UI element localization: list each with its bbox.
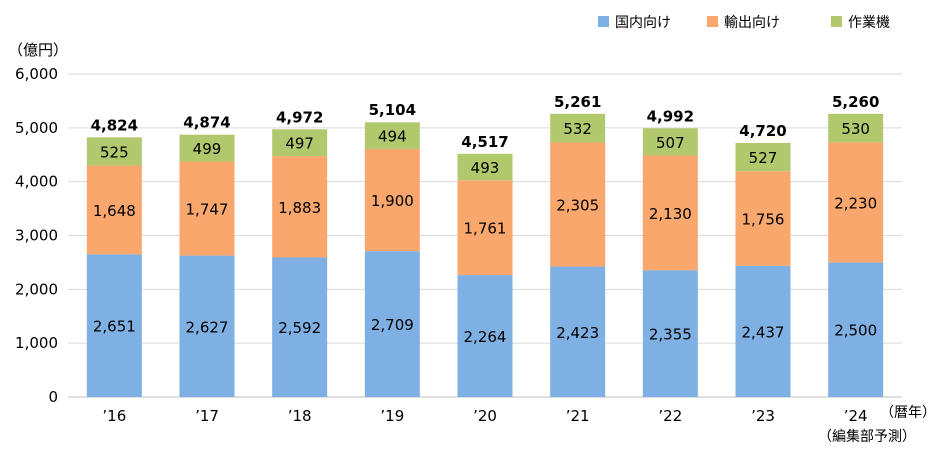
segment-value-label: 493 xyxy=(471,159,500,177)
y-tick-label: 5,000 xyxy=(15,119,58,137)
segment-value-label: 1,756 xyxy=(742,211,785,229)
legend-swatch xyxy=(707,16,718,27)
y-tick-label: 1,000 xyxy=(15,334,58,352)
bar-segment xyxy=(457,180,513,276)
bar-segment xyxy=(272,156,328,258)
segment-value-label: 2,592 xyxy=(278,319,321,337)
bar-segment xyxy=(179,255,235,397)
bar-segment xyxy=(642,128,698,156)
bar-segment xyxy=(364,122,420,149)
x-axis-label: （暦年） xyxy=(880,405,936,421)
bar-segment xyxy=(550,113,606,143)
bar-segment xyxy=(457,153,513,181)
y-tick-label: 2,000 xyxy=(15,280,58,298)
total-data-labels: 4,824 4,874 4,972 5,104 4,517 5,261 4,992 4,720… xyxy=(91,93,880,151)
y-tick-label: 4,000 xyxy=(15,173,58,191)
bar-segment xyxy=(364,148,420,252)
bar-segment xyxy=(642,155,698,271)
segment-value-label: 1,648 xyxy=(93,202,136,220)
bar-segment xyxy=(735,171,791,266)
bar-segment xyxy=(86,137,142,166)
segment-value-label: 2,355 xyxy=(649,326,692,344)
segment-value-label: 1,900 xyxy=(371,192,414,210)
legend-swatch xyxy=(831,16,842,27)
segment-value-label: 1,747 xyxy=(186,201,229,219)
legend-label: 輸出向け xyxy=(724,15,780,31)
x-tick-label: ’18 xyxy=(288,407,312,425)
bar-segment xyxy=(550,266,606,397)
segment-value-label: 494 xyxy=(378,128,407,146)
bar-segment xyxy=(179,161,235,256)
segment-data-labels: 2,651 1,648 525 2,627 1,747 499 2,592 1,883 497 2… xyxy=(93,120,877,346)
segment-value-label: 2,437 xyxy=(742,323,785,341)
forecast-note: （編集部予測） xyxy=(818,428,916,445)
segment-value-label: 527 xyxy=(749,149,778,167)
total-value-label: 4,824 xyxy=(91,116,138,134)
bar-segment xyxy=(828,262,884,397)
bar-segment xyxy=(735,265,791,397)
total-value-label: 5,260 xyxy=(832,93,879,111)
total-value-label: 4,992 xyxy=(647,107,694,125)
legend-label: 作業機 xyxy=(848,15,890,31)
total-value-label: 4,517 xyxy=(461,133,508,151)
x-tick-label: ’17 xyxy=(195,407,219,425)
bar-segment xyxy=(828,113,884,143)
y-tick-label: 6,000 xyxy=(15,65,58,83)
legend: 国内向け 輸出向け 作業機 xyxy=(598,15,890,31)
segment-value-label: 2,709 xyxy=(371,316,414,334)
bar-segment xyxy=(642,270,698,397)
total-value-label: 4,874 xyxy=(183,114,230,132)
segment-value-label: 507 xyxy=(656,134,685,152)
segment-value-label: 2,264 xyxy=(464,328,507,346)
total-value-label: 5,261 xyxy=(554,93,601,111)
segment-value-label: 2,423 xyxy=(556,324,599,342)
x-tick-label: ’19 xyxy=(380,407,404,425)
x-tick-label: ’22 xyxy=(658,407,682,425)
bar-segment xyxy=(179,134,235,162)
y-axis-label: （億円） xyxy=(8,41,68,59)
bar-segment xyxy=(364,251,420,397)
segment-value-label: 2,627 xyxy=(186,318,229,336)
segment-value-label: 499 xyxy=(193,140,222,158)
segment-value-label: 1,761 xyxy=(464,220,507,238)
bar-segment xyxy=(272,257,328,397)
segment-value-label: 2,651 xyxy=(93,318,136,336)
y-tick-label: 0 xyxy=(48,388,58,406)
x-axis-ticks: ’16 ’17 ’18 ’19 ’20 ’21 ’22 ’23 ’24 xyxy=(102,407,867,425)
legend-swatch xyxy=(598,16,609,27)
total-value-label: 4,720 xyxy=(739,122,786,140)
x-tick-label: ’20 xyxy=(473,407,497,425)
segment-value-label: 530 xyxy=(841,120,870,138)
legend-label: 国内向け xyxy=(615,15,671,31)
segment-value-label: 2,230 xyxy=(834,194,877,212)
total-value-label: 4,972 xyxy=(276,108,323,126)
x-tick-label: ’16 xyxy=(102,407,126,425)
x-tick-label: ’21 xyxy=(566,407,590,425)
x-tick-label: ’23 xyxy=(751,407,775,425)
bar-segment xyxy=(86,254,142,397)
bar-segment xyxy=(272,129,328,157)
y-tick-label: 3,000 xyxy=(15,227,58,245)
segment-value-label: 2,500 xyxy=(834,322,877,340)
x-tick-label: ’24 xyxy=(844,407,868,425)
segment-value-label: 532 xyxy=(563,120,592,138)
segment-value-label: 1,883 xyxy=(278,199,321,217)
segment-value-label: 2,130 xyxy=(649,205,692,223)
segment-value-label: 525 xyxy=(100,143,129,161)
bar-segment xyxy=(735,142,791,172)
bar-segment xyxy=(550,142,606,267)
bar-segment xyxy=(86,165,142,255)
y-axis-ticks: 0 1,000 2,000 3,000 4,000 5,000 6,000 xyxy=(15,65,58,406)
bar-segment xyxy=(457,275,513,397)
segment-value-label: 2,305 xyxy=(556,197,599,215)
bar-stacks xyxy=(86,113,884,397)
bar-segment xyxy=(828,142,884,263)
segment-value-label: 497 xyxy=(285,135,314,153)
total-value-label: 5,104 xyxy=(369,101,416,119)
